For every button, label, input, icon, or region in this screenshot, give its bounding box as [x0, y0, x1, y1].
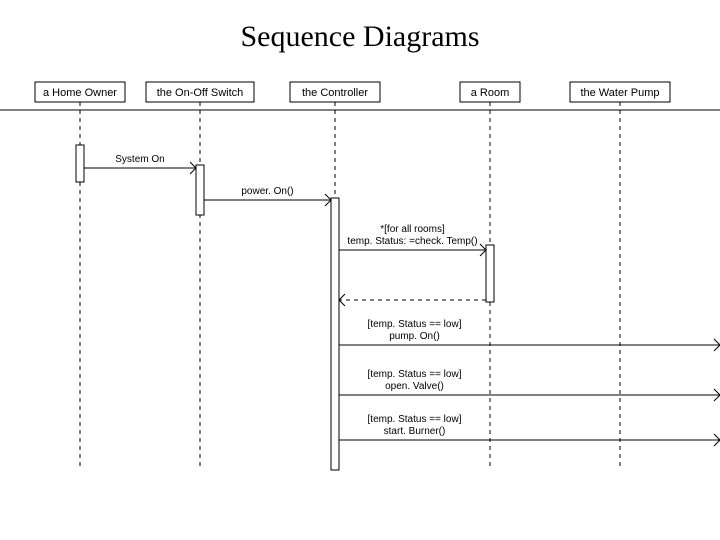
message-label: [temp. Status == low]: [368, 319, 462, 330]
message-label: [temp. Status == low]: [368, 414, 462, 425]
message-label: System On: [115, 154, 164, 165]
participant-label: the On-Off Switch: [157, 87, 244, 99]
activation-bar: [196, 165, 204, 215]
sequence-diagram: a Home Owner the On-Off Switch the Control…: [0, 0, 720, 540]
message-label: power. On(): [241, 186, 293, 197]
message-label: [temp. Status == low]: [368, 369, 462, 380]
activation-bar: [331, 198, 339, 470]
participant-label: the Water Pump: [580, 87, 659, 99]
message-label: pump. On(): [389, 331, 440, 342]
participant-label: the Controller: [302, 87, 368, 99]
message-label: open. Valve(): [385, 381, 444, 392]
participant-label: a Room: [471, 87, 510, 99]
message-label: start. Burner(): [384, 426, 446, 437]
message-label: *[for all rooms]: [380, 224, 445, 235]
participant-label: a Home Owner: [43, 87, 117, 99]
activation-bar: [486, 245, 494, 302]
message-label: temp. Status: =check. Temp(): [347, 236, 477, 247]
activation-bar: [76, 145, 84, 182]
